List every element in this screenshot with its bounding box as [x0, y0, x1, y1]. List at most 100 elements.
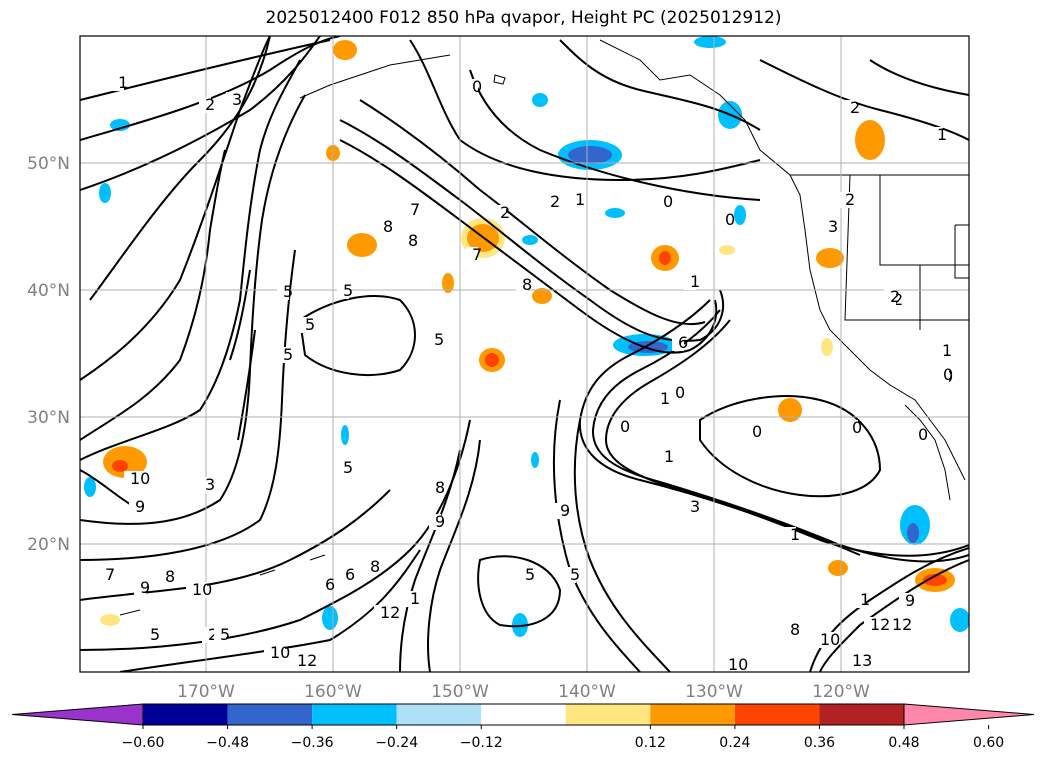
- colorbar-segment: [143, 704, 228, 725]
- contour-label-bg: [746, 424, 758, 440]
- contour-label-bg: [569, 192, 581, 208]
- contour-label: 1: [118, 73, 128, 92]
- negative-anomaly: [99, 183, 111, 203]
- contour-label-bg: [519, 567, 531, 583]
- contour-label-bg: [199, 477, 211, 493]
- contour-label-bg: [722, 657, 743, 672]
- colorbar-tick-label: 0.12: [635, 735, 666, 751]
- contour-label: 1: [860, 590, 870, 609]
- contour-label-bg: [466, 247, 478, 263]
- contour-label: 1: [690, 272, 700, 291]
- lon-label: 130°W: [685, 682, 743, 702]
- contour-label: 5: [283, 282, 293, 301]
- contour-label: 2: [893, 290, 903, 309]
- contour-label-bg: [931, 127, 943, 143]
- lat-label: 50°N: [27, 154, 70, 174]
- contour-label: 7: [105, 565, 115, 584]
- contour-label: 12: [297, 651, 317, 670]
- positive-anomaly: [659, 251, 671, 265]
- contour-label: 1: [660, 389, 670, 408]
- lat-label: 40°N: [27, 281, 70, 301]
- contour-label: 2: [208, 625, 218, 644]
- contour-label-bg: [937, 367, 949, 383]
- positive-anomaly: [778, 398, 802, 422]
- contour-label: 8: [370, 557, 380, 576]
- contour-label-bg: [784, 622, 796, 638]
- contour-label-bg: [199, 97, 211, 113]
- lon-label: 160°W: [304, 682, 362, 702]
- contour-label: 0: [752, 422, 762, 441]
- contour-label: 6: [678, 333, 688, 352]
- positive-anomaly: [333, 40, 357, 60]
- contour-label: 10: [270, 643, 290, 662]
- contour-label: 8: [522, 275, 532, 294]
- colorbar-max-extend: [903, 703, 1035, 726]
- negative-anomaly: [568, 146, 612, 164]
- contour-label-bg: [912, 427, 924, 443]
- contour-labels: 1232100210227887555556821310011000301109…: [99, 73, 953, 672]
- negative-anomaly: [84, 477, 96, 497]
- contour-label: 5: [570, 565, 580, 584]
- contour-label: 1: [942, 341, 952, 360]
- map-title: 2025012400 F012 850 hPa qvapor, Height P…: [265, 8, 782, 28]
- contour-label: 5: [150, 625, 160, 644]
- positive-anomaly: [532, 288, 552, 304]
- positive-anomaly: [100, 614, 120, 626]
- contour-label-bg: [784, 527, 796, 543]
- colorbar-segment: [481, 704, 566, 725]
- contour-label: 1: [664, 447, 674, 466]
- contour-label: 8: [790, 620, 800, 639]
- contour-label: 5: [525, 565, 535, 584]
- contour-label-bg: [337, 460, 349, 476]
- contour-label: 8: [435, 478, 445, 497]
- contour-label-bg: [299, 317, 311, 333]
- contour-label: 2: [845, 190, 855, 209]
- positive-anomaly: [855, 120, 885, 160]
- positive-anomaly: [485, 353, 499, 367]
- contour-label: 8: [408, 231, 418, 250]
- contour-label: 9: [435, 512, 445, 531]
- contour-label: 9: [135, 497, 145, 516]
- contour-label: 1: [575, 190, 585, 209]
- contour-label-bg: [124, 471, 145, 487]
- contour-label: 1: [410, 589, 420, 608]
- contour-label-bg: [404, 202, 416, 218]
- contour-label: 10: [130, 469, 150, 488]
- contour-label-bg: [404, 591, 416, 607]
- positive-anomaly: [347, 233, 377, 257]
- contour-label-bg: [554, 503, 566, 519]
- contour-label: 9: [905, 591, 915, 610]
- coastlines: [119, 39, 969, 616]
- negative-anomaly: [531, 452, 539, 468]
- colorbar-segment: [312, 704, 397, 725]
- colorbar-tick-label: −0.48: [206, 735, 249, 751]
- contour-label-bg: [846, 420, 858, 436]
- colorbar-segment: [819, 704, 904, 725]
- contour-label-bg: [319, 577, 331, 593]
- contour-label: 2: [890, 287, 900, 306]
- contour-label: 3: [690, 497, 700, 516]
- contour-label: 0: [943, 365, 953, 384]
- contour-label-bg: [814, 632, 835, 648]
- colorbar-tick-label: −0.12: [460, 735, 503, 751]
- negative-anomaly: [110, 119, 130, 131]
- contour-label-bg: [129, 499, 141, 515]
- contour-label: 0: [725, 210, 735, 229]
- contour-label: 1: [790, 525, 800, 544]
- contour-label-bg: [159, 569, 171, 585]
- contour-label: 0: [620, 417, 630, 436]
- contour-label-bg: [864, 617, 885, 633]
- contour-label: 12: [380, 603, 400, 622]
- contour-label-bg: [214, 627, 226, 643]
- contour-label-bg: [466, 79, 478, 95]
- negative-anomaly: [322, 606, 338, 630]
- contour-label: 3: [205, 475, 215, 494]
- contour-label-bg: [494, 205, 506, 221]
- lat-label: 20°N: [27, 535, 70, 555]
- negative-anomaly: [512, 613, 528, 637]
- contour-label-bg: [684, 499, 696, 515]
- contour-label-bg: [186, 582, 207, 598]
- contour-label-bg: [564, 567, 576, 583]
- contour-label-bg: [614, 419, 626, 435]
- contour-label-bg: [846, 653, 867, 669]
